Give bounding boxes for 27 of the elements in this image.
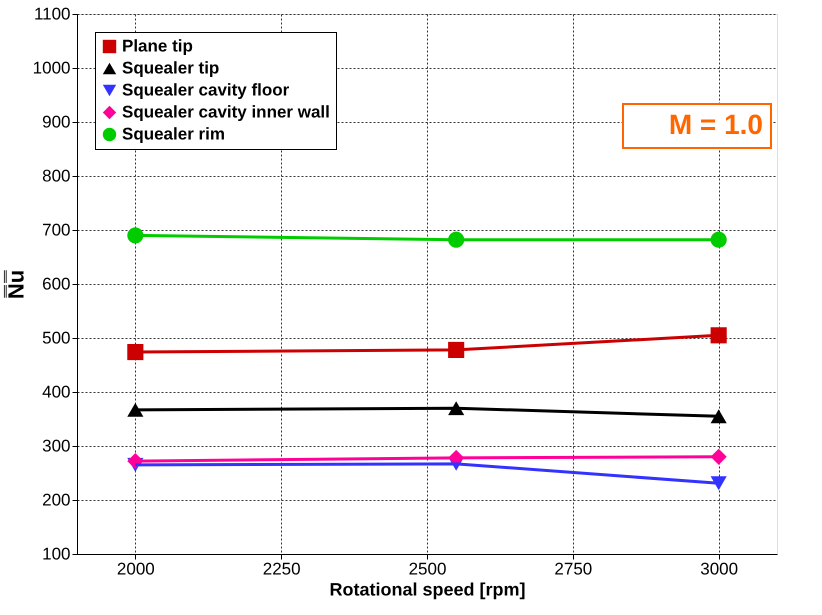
y-axis-title: N̿u̿ (4, 270, 29, 300)
y-tick-label: 600 (42, 274, 70, 294)
y-tick-label: 400 (42, 382, 70, 402)
legend-label: Plane tip (122, 36, 193, 56)
legend-label: Squealer cavity inner wall (122, 102, 330, 122)
x-tick-label: 2750 (554, 560, 592, 578)
y-tick-label: 100 (42, 544, 70, 564)
annotation: M = 1.0 (668, 109, 763, 140)
point (710, 327, 727, 344)
x-tick-label: 2250 (262, 560, 301, 578)
point (710, 409, 727, 424)
x-axis-title: Rotational speed [rpm] (329, 580, 526, 600)
y-tick-label: 300 (42, 436, 70, 456)
x-tick-label: 2000 (116, 560, 155, 578)
y-tick-label: 1000 (32, 58, 70, 78)
point (127, 402, 144, 417)
x-tick-label: 3000 (700, 560, 738, 578)
x-tick-label: 2500 (408, 560, 446, 578)
y-tick-label: 900 (42, 112, 70, 132)
legend-label: Squealer cavity floor (122, 80, 290, 100)
legend-label: Squealer rim (122, 124, 225, 144)
legend-label: Squealer tip (122, 58, 220, 78)
y-tick-label: 500 (42, 328, 70, 348)
y-tick-label: 200 (42, 490, 70, 510)
y-tick-label: 800 (42, 166, 70, 186)
y-tick-label: 700 (42, 220, 70, 240)
y-tick-label: 1100 (34, 4, 70, 24)
